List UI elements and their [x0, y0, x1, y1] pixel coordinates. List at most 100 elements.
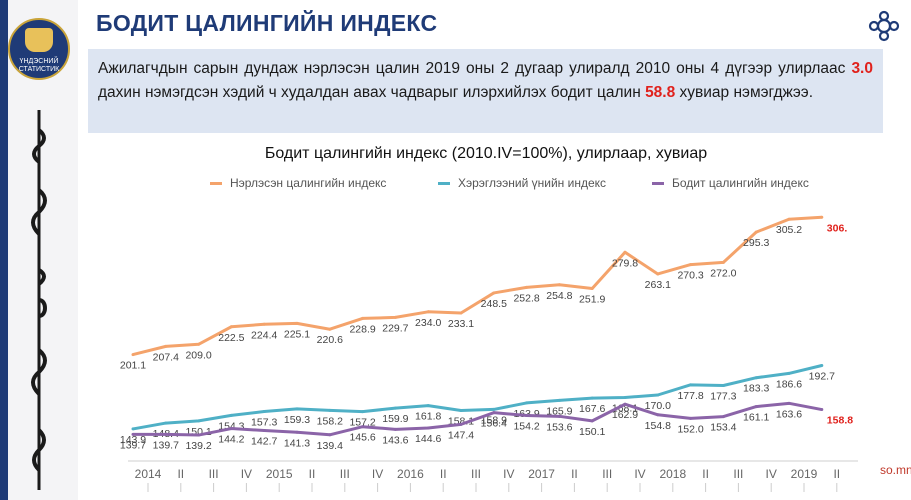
data-label: 263.1 [645, 279, 671, 291]
data-label: 163.6 [776, 408, 802, 420]
data-point [557, 414, 561, 418]
x-tick-label: 2015 [266, 467, 293, 481]
data-label: 139.7 [120, 439, 146, 451]
data-point [721, 415, 725, 419]
data-point [787, 401, 791, 405]
website-url[interactable]: so.mn [880, 463, 911, 477]
data-label: 234.0 [415, 317, 441, 329]
data-label: 270.3 [677, 270, 703, 282]
data-point [197, 433, 201, 437]
data-point [787, 371, 791, 375]
data-point [426, 310, 430, 314]
x-tick-label: IV [766, 467, 777, 481]
x-tick-label: 2016 [397, 467, 424, 481]
knot-emblem-icon [868, 10, 900, 42]
data-label: 229.7 [382, 322, 408, 334]
data-label: 165.9 [546, 405, 572, 417]
data-point [623, 395, 627, 399]
x-tick-label: 2018 [659, 467, 686, 481]
data-label: 154.8 [645, 420, 671, 432]
x-tick-label: III [602, 467, 612, 481]
x-tick-label: 2017 [528, 467, 555, 481]
summary-highlight-1: 3.0 [851, 60, 873, 77]
data-label: 144.6 [415, 433, 441, 445]
data-label: 228.9 [349, 323, 375, 335]
series-line-0 [132, 215, 822, 357]
legend-item-cpi: Хэрэглээний үнийн индекс [438, 176, 606, 190]
data-label: 162.9 [612, 409, 638, 421]
data-label: 207.4 [153, 351, 179, 363]
data-label: 248.5 [481, 298, 507, 310]
data-point [492, 407, 496, 411]
data-label: 153.6 [546, 421, 572, 433]
series-line-1 [132, 364, 823, 431]
x-tick-label: III [340, 467, 350, 481]
data-label: 192.7 [809, 370, 835, 382]
data-label: 141.3 [284, 437, 310, 449]
data-point [656, 393, 660, 397]
data-label: 139.4 [317, 440, 343, 452]
data-point [197, 419, 201, 423]
data-point [623, 250, 627, 254]
legend-swatch [438, 182, 450, 186]
x-tick-label: II [309, 467, 316, 481]
data-label: 170.0 [645, 400, 671, 412]
data-label: 279.8 [612, 257, 638, 269]
data-point [164, 344, 168, 348]
page-title: БОДИТ ЦАЛИНГИЙН ИНДЕКС [96, 10, 438, 36]
data-point [197, 342, 201, 346]
data-label: 251.9 [579, 294, 605, 306]
data-label: 167.6 [579, 403, 605, 415]
data-point [656, 413, 660, 417]
data-point [754, 405, 758, 409]
legend-item-real: Бодит цалингийн индекс [652, 176, 809, 190]
x-tick-label: IV [503, 467, 514, 481]
data-point [426, 426, 430, 430]
data-point [295, 430, 299, 434]
x-tick-label: IV [241, 467, 252, 481]
data-point [459, 311, 463, 315]
data-label: 159.3 [284, 414, 310, 426]
data-point [459, 422, 463, 426]
data-point [721, 384, 725, 388]
data-point [754, 230, 758, 234]
x-tick-label: IV [634, 467, 645, 481]
data-label: 142.7 [251, 435, 277, 447]
data-label: 139.7 [153, 439, 179, 451]
data-point [689, 263, 693, 267]
data-point [820, 408, 824, 412]
x-tick-label: 2014 [135, 467, 162, 481]
data-point [262, 410, 266, 414]
x-tick-label: II [571, 467, 578, 481]
data-label: 158.9 [481, 414, 507, 426]
x-tick-label: II [833, 467, 840, 481]
data-point [689, 416, 693, 420]
data-point [262, 428, 266, 432]
data-label: 143.9 [120, 434, 146, 446]
data-point [131, 432, 135, 436]
data-label: 147.4 [448, 429, 474, 441]
legend-label: Нэрлэсэн цалингийн индекс [230, 176, 387, 190]
x-tick-label: III [471, 467, 481, 481]
legend-swatch [652, 182, 664, 186]
data-label: 233.1 [448, 318, 474, 330]
legend-item-nominal: Нэрлэсэн цалингийн индекс [210, 176, 386, 190]
summary-highlight-2: 58.8 [645, 84, 676, 101]
data-point [328, 327, 332, 331]
data-point [557, 283, 561, 287]
data-point [656, 272, 660, 276]
data-point [525, 401, 529, 405]
x-tick-label: III [733, 467, 743, 481]
data-point [721, 260, 725, 264]
series-line-2 [133, 401, 823, 437]
data-point [787, 217, 791, 221]
data-point [131, 427, 135, 431]
data-label: 144.2 [218, 434, 244, 446]
data-point [590, 419, 594, 423]
soyombo-icon [25, 28, 53, 52]
x-tick-label: II [177, 467, 184, 481]
data-label: 161.1 [743, 412, 769, 424]
data-point [361, 425, 365, 429]
x-tick-label: IV [372, 467, 383, 481]
